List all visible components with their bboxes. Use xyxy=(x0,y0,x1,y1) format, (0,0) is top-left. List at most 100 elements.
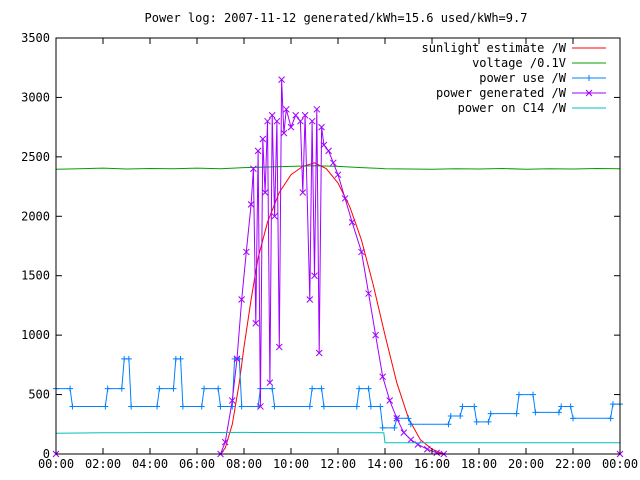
data-point xyxy=(154,403,161,410)
data-point xyxy=(353,403,360,410)
data-point xyxy=(407,436,415,444)
legend-label: power generated /W xyxy=(436,86,567,100)
x-tick-label: 12:00 xyxy=(320,457,356,471)
data-point xyxy=(585,89,593,97)
data-point xyxy=(215,385,222,392)
data-point xyxy=(318,385,325,392)
series-power-on-c14-w xyxy=(55,431,620,444)
data-point xyxy=(306,296,314,303)
data-point xyxy=(555,409,562,416)
y-tick-label: 3000 xyxy=(21,90,50,104)
data-point xyxy=(102,403,109,410)
data-point xyxy=(259,135,267,143)
data-point xyxy=(311,272,318,280)
data-point xyxy=(379,373,387,381)
data-point xyxy=(325,147,332,155)
x-tick-label: 18:00 xyxy=(461,457,497,471)
data-point xyxy=(407,421,414,428)
data-point xyxy=(320,141,328,149)
data-point xyxy=(459,403,466,410)
data-point xyxy=(198,403,205,410)
data-point xyxy=(254,147,262,155)
data-point xyxy=(238,403,245,410)
data-point xyxy=(257,403,264,410)
y-tick-label: 2500 xyxy=(21,150,50,164)
data-point xyxy=(447,412,454,419)
data-point xyxy=(329,159,337,167)
data-point xyxy=(423,445,431,453)
series-voltage-0-1v xyxy=(55,165,621,170)
data-point xyxy=(269,385,276,392)
data-point xyxy=(473,418,480,425)
data-point xyxy=(320,403,327,410)
data-point xyxy=(217,403,224,410)
data-point xyxy=(358,248,365,256)
y-tick-label: 500 xyxy=(28,388,50,402)
data-point xyxy=(365,290,372,297)
data-point xyxy=(308,117,316,125)
data-point xyxy=(365,385,372,392)
data-point xyxy=(609,401,616,408)
y-tick-label: 2000 xyxy=(21,209,50,223)
data-point xyxy=(228,397,236,404)
data-point xyxy=(233,355,241,363)
data-point xyxy=(367,403,374,410)
x-tick-label: 08:00 xyxy=(226,457,262,471)
y-tick-label: 0 xyxy=(43,447,50,461)
data-point xyxy=(242,248,250,256)
data-point xyxy=(570,415,576,422)
data-point xyxy=(558,403,565,410)
data-point xyxy=(177,355,184,362)
data-point xyxy=(282,105,290,113)
x-tick-label: 00:00 xyxy=(602,457,638,471)
data-point xyxy=(179,403,186,410)
x-tick-label: 00:00 xyxy=(38,457,74,471)
data-point xyxy=(315,349,323,357)
data-point xyxy=(69,403,76,410)
data-point xyxy=(348,218,356,226)
data-point xyxy=(379,424,386,431)
data-point xyxy=(433,449,441,457)
data-point xyxy=(487,410,494,417)
series-line xyxy=(55,431,620,444)
data-point xyxy=(271,212,278,220)
data-point xyxy=(515,391,522,398)
data-point xyxy=(238,296,246,303)
legend-label: voltage /0.1V xyxy=(472,56,566,70)
data-point xyxy=(268,111,276,119)
data-point xyxy=(471,403,478,410)
series-line xyxy=(56,79,620,455)
series-line xyxy=(55,165,621,170)
series-line xyxy=(56,358,620,429)
data-point xyxy=(250,165,257,173)
legend-label: power on C14 /W xyxy=(458,101,567,115)
data-point xyxy=(400,429,408,436)
data-point xyxy=(128,403,135,410)
legend-label: power use /W xyxy=(479,71,566,85)
data-point xyxy=(229,403,236,410)
data-point xyxy=(445,421,452,428)
data-point xyxy=(301,111,309,119)
y-tick-label: 1500 xyxy=(21,269,50,283)
x-tick-label: 02:00 xyxy=(85,457,121,471)
data-point xyxy=(377,403,384,410)
data-point xyxy=(273,117,281,125)
x-tick-label: 16:00 xyxy=(414,457,450,471)
data-point xyxy=(607,415,614,422)
data-point xyxy=(334,171,342,179)
data-point xyxy=(405,415,412,422)
data-point xyxy=(261,189,269,196)
data-point xyxy=(567,403,574,410)
data-point xyxy=(156,385,163,392)
data-point xyxy=(513,410,520,417)
data-point xyxy=(271,403,278,410)
data-point xyxy=(393,414,401,422)
series-power-generated-w xyxy=(52,76,624,458)
data-point xyxy=(104,385,111,392)
data-point xyxy=(386,397,394,404)
chart-title: Power log: 2007-11-12 generated/kWh=15.6… xyxy=(145,11,528,25)
data-point xyxy=(299,189,307,196)
data-point xyxy=(252,319,260,327)
